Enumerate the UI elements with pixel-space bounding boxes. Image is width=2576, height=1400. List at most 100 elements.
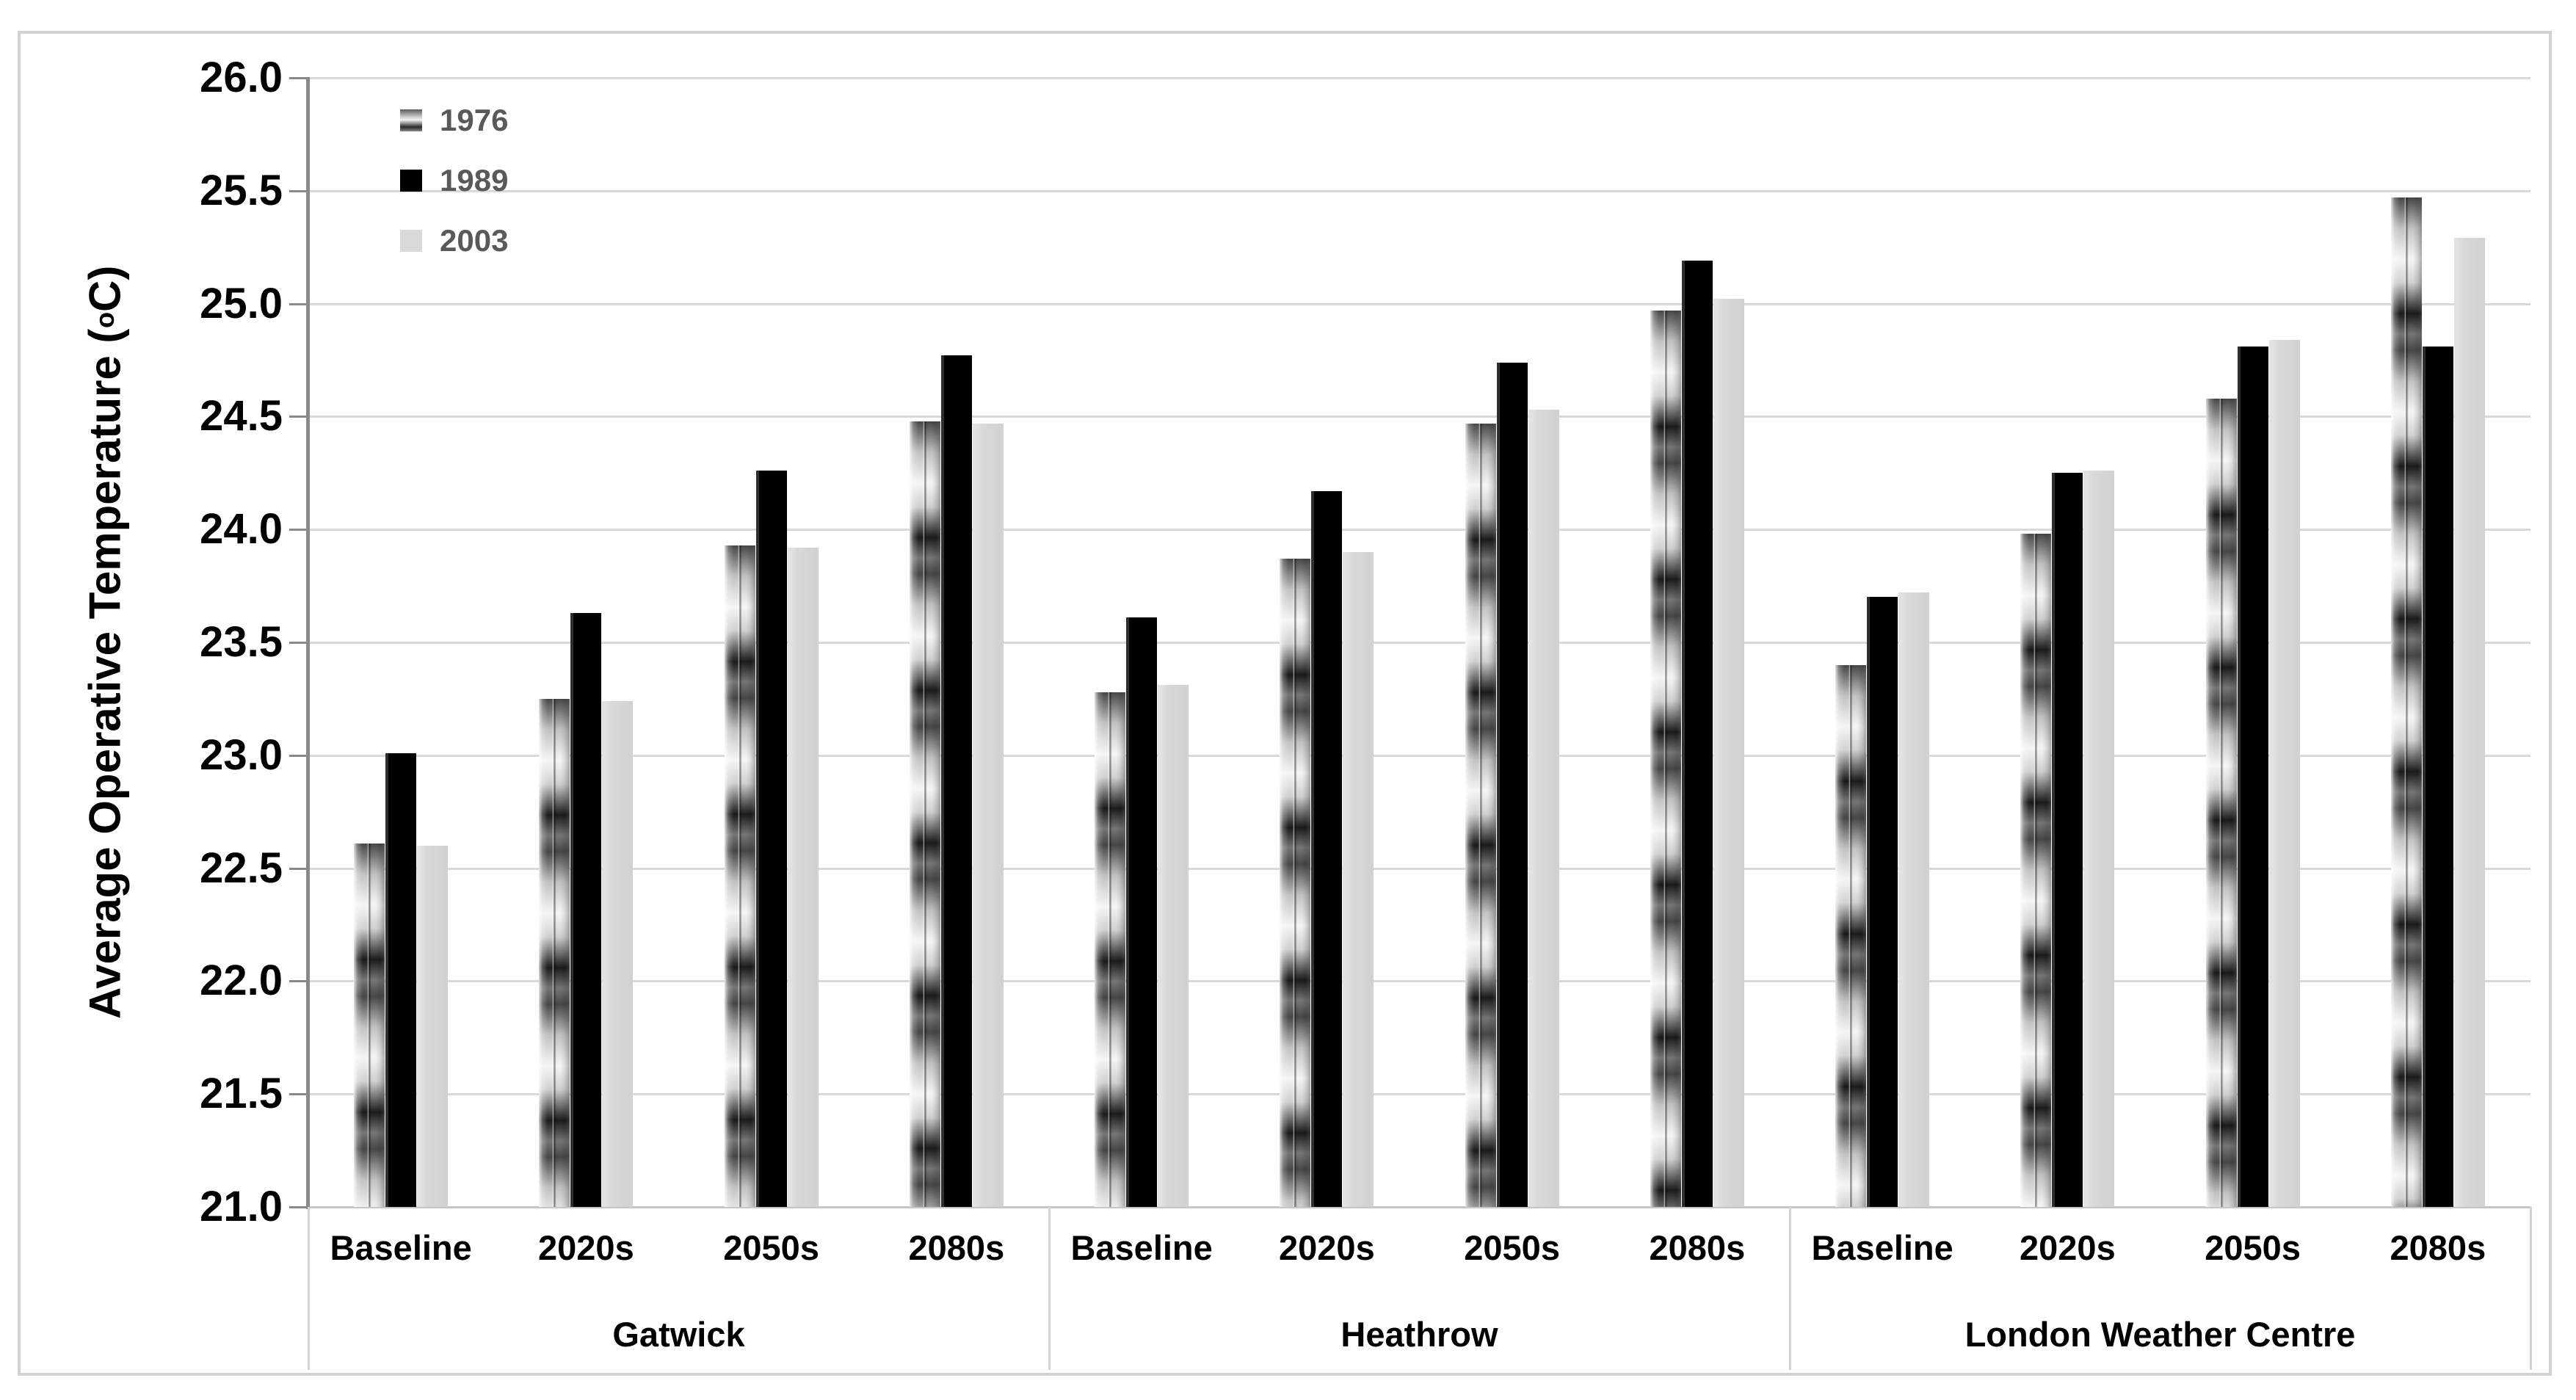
bar-london-weather-centre-baseline-1989 — [1867, 597, 1898, 1207]
y-tick-21.5 — [289, 1093, 310, 1096]
x-category-label-heathrow-baseline: Baseline — [1070, 1228, 1213, 1267]
bar-gatwick-baseline-2003 — [417, 845, 449, 1207]
bar-gatwick-2080s-1989 — [940, 355, 972, 1207]
bar-london-weather-centre-2050s-1976 — [2205, 398, 2237, 1207]
y-tick-22.5 — [289, 867, 310, 870]
y-tick-21.0 — [289, 1206, 310, 1208]
bar-heathrow-2020s-1976 — [1280, 559, 1311, 1207]
gridline-26.0 — [308, 77, 2530, 79]
gridline-23.5 — [308, 642, 2530, 644]
bar-heathrow-baseline-1989 — [1126, 617, 1158, 1207]
bar-gatwick-2050s-1976 — [724, 545, 755, 1207]
x-category-label-london-weather-centre-2080s: 2080s — [2390, 1228, 2486, 1267]
legend-item-1989: 1989 — [400, 159, 508, 203]
gridline-22.5 — [308, 867, 2530, 870]
y-tick-label-22.5: 22.5 — [200, 844, 283, 892]
bar-gatwick-2050s-1989 — [755, 471, 787, 1207]
x-category-label-london-weather-centre-2050s: 2050s — [2205, 1228, 2301, 1267]
group-divider-0 — [308, 1207, 310, 1370]
x-category-label-london-weather-centre-baseline: Baseline — [1811, 1228, 1953, 1267]
legend-swatch-1976 — [400, 109, 422, 131]
bar-london-weather-centre-2080s-1989 — [2422, 347, 2453, 1207]
legend-item-1976: 1976 — [400, 98, 508, 142]
gridline-25.5 — [308, 189, 2530, 192]
y-tick-label-25.0: 25.0 — [200, 279, 283, 327]
x-category-label-heathrow-2020s: 2020s — [1279, 1228, 1375, 1267]
x-category-label-gatwick-2020s: 2020s — [538, 1228, 634, 1267]
bar-london-weather-centre-2020s-1989 — [2052, 473, 2083, 1207]
bar-heathrow-baseline-1976 — [1095, 692, 1126, 1207]
bar-london-weather-centre-2050s-1989 — [2237, 347, 2268, 1207]
bar-london-weather-centre-2020s-1976 — [2020, 534, 2052, 1207]
y-tick-22.0 — [289, 980, 310, 983]
y-tick-label-23.0: 23.0 — [200, 730, 283, 779]
gridline-22.0 — [308, 980, 2530, 983]
chart-outer-border — [18, 31, 2552, 1376]
gridline-21.5 — [308, 1093, 2530, 1096]
x-axis-line — [308, 1206, 2530, 1208]
y-axis-line — [306, 78, 310, 1209]
x-group-label-london-weather-centre: London Weather Centre — [1964, 1315, 2356, 1354]
y-tick-label-21.5: 21.5 — [200, 1070, 283, 1118]
bar-london-weather-centre-baseline-1976 — [1835, 664, 1867, 1207]
y-tick-23.5 — [289, 642, 310, 644]
gridline-25.0 — [308, 302, 2530, 305]
y-tick-label-21.0: 21.0 — [200, 1183, 283, 1230]
bar-london-weather-centre-2020s-2003 — [2083, 471, 2115, 1207]
bar-heathrow-2050s-1989 — [1496, 362, 1528, 1207]
y-tick-label-22.0: 22.0 — [200, 957, 283, 1005]
x-category-label-gatwick-2050s: 2050s — [723, 1228, 819, 1267]
bar-london-weather-centre-2080s-2003 — [2453, 238, 2485, 1207]
x-group-label-gatwick: Gatwick — [612, 1315, 745, 1354]
bar-heathrow-baseline-2003 — [1158, 685, 1189, 1207]
legend-swatch-2003 — [400, 230, 422, 252]
legend-label-1976: 1976 — [440, 103, 509, 137]
gridline-24.0 — [308, 529, 2530, 532]
y-tick-25.5 — [289, 189, 310, 192]
bar-heathrow-2020s-1989 — [1311, 490, 1343, 1207]
y-tick-24.0 — [289, 529, 310, 532]
y-tick-25.0 — [289, 302, 310, 305]
y-tick-label-26.0: 26.0 — [200, 54, 283, 101]
y-tick-24.5 — [289, 416, 310, 418]
bar-heathrow-2020s-2003 — [1343, 551, 1374, 1207]
bar-heathrow-2080s-1989 — [1681, 261, 1713, 1207]
x-group-label-heathrow: Heathrow — [1340, 1315, 1498, 1354]
y-tick-label-23.5: 23.5 — [200, 618, 283, 666]
bar-london-weather-centre-baseline-2003 — [1898, 592, 1930, 1207]
bar-heathrow-2050s-2003 — [1528, 410, 1559, 1207]
bar-heathrow-2080s-1976 — [1650, 310, 1681, 1207]
group-divider-2 — [1789, 1207, 1791, 1370]
bar-gatwick-2080s-1976 — [909, 421, 940, 1207]
bar-london-weather-centre-2080s-1976 — [2390, 197, 2422, 1207]
y-tick-label-24.5: 24.5 — [200, 392, 283, 440]
legend-item-2003: 2003 — [400, 219, 508, 263]
bar-heathrow-2050s-1976 — [1465, 423, 1496, 1207]
group-divider-1 — [1048, 1207, 1051, 1370]
y-tick-label-25.5: 25.5 — [200, 166, 283, 214]
x-category-label-heathrow-2080s: 2080s — [1649, 1228, 1746, 1267]
y-tick-26.0 — [289, 77, 310, 79]
legend: 1976 1989 2003 — [400, 98, 508, 279]
x-category-label-london-weather-centre-2020s: 2020s — [2020, 1228, 2116, 1267]
bar-gatwick-2020s-1989 — [570, 613, 602, 1207]
y-tick-23.0 — [289, 754, 310, 757]
x-category-label-heathrow-2050s: 2050s — [1464, 1228, 1560, 1267]
bar-gatwick-2020s-1976 — [539, 698, 570, 1207]
bar-gatwick-baseline-1976 — [354, 843, 385, 1207]
legend-label-2003: 2003 — [440, 223, 509, 258]
x-category-label-gatwick-baseline: Baseline — [330, 1228, 472, 1267]
bar-london-weather-centre-2050s-2003 — [2268, 339, 2300, 1207]
bar-gatwick-2080s-2003 — [972, 423, 1004, 1207]
x-category-label-gatwick-2080s: 2080s — [908, 1228, 1005, 1267]
group-divider-3 — [2530, 1207, 2532, 1370]
bar-heathrow-2080s-2003 — [1713, 299, 1744, 1207]
y-tick-label-24.0: 24.0 — [200, 505, 283, 554]
gridline-24.5 — [308, 416, 2530, 418]
bar-gatwick-baseline-1989 — [385, 752, 417, 1207]
legend-swatch-1989 — [400, 170, 422, 192]
bar-gatwick-2020s-2003 — [602, 700, 634, 1207]
legend-label-1989: 1989 — [440, 163, 509, 197]
gridline-23.0 — [308, 754, 2530, 757]
